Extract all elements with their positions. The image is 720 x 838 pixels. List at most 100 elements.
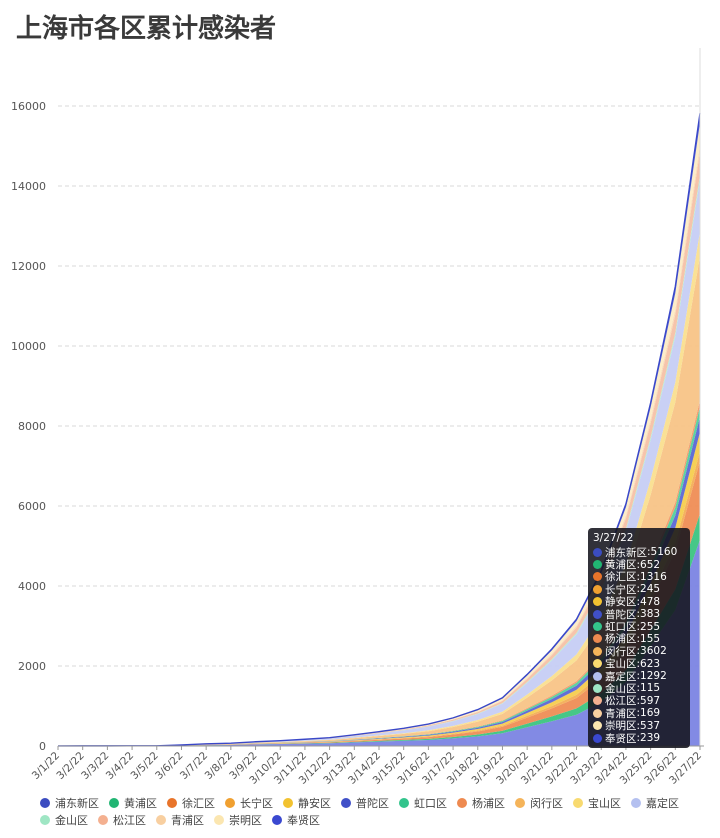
- series-color-dot: [593, 597, 602, 607]
- legend-color-dot: [167, 797, 177, 808]
- legend-label: 黄浦区: [124, 796, 157, 810]
- legend-item[interactable]: 松江区: [98, 812, 146, 828]
- tooltip-series-value: 5160: [650, 546, 678, 559]
- tooltip-row: 黄浦区: 652: [593, 558, 685, 571]
- tooltip-separator: :: [636, 645, 641, 658]
- tooltip-separator: :: [636, 707, 641, 720]
- tooltip-series-name: 青浦区: [605, 707, 637, 720]
- tooltip-series-name: 静安区: [605, 596, 637, 609]
- tooltip-separator: :: [636, 657, 641, 670]
- tooltip-series-value: 255: [640, 620, 661, 633]
- legend-item[interactable]: 宝山区: [573, 795, 621, 811]
- tooltip-separator: :: [636, 570, 641, 583]
- tooltip-separator: :: [636, 608, 641, 621]
- legend-label: 松江区: [113, 813, 146, 827]
- series-color-dot: [593, 572, 602, 582]
- tooltip-series-value: 383: [640, 608, 661, 621]
- legend-label: 宝山区: [588, 796, 621, 810]
- tooltip-row: 崇明区: 537: [593, 719, 685, 733]
- legend-color-dot: [457, 797, 467, 808]
- legend-label: 崇明区: [229, 813, 262, 827]
- legend-item[interactable]: 静安区: [283, 795, 331, 811]
- tooltip-separator: :: [636, 632, 641, 645]
- legend-label: 虹口区: [414, 796, 447, 810]
- legend-color-dot: [109, 797, 119, 808]
- legend-color-dot: [515, 797, 525, 808]
- tooltip-series-name: 崇明区: [605, 720, 637, 733]
- legend-color-dot: [272, 814, 282, 825]
- tooltip-row: 奉贤区: 239: [593, 732, 685, 745]
- tooltip-series-name: 奉贤区: [605, 732, 637, 745]
- y-tick-label: 12000: [11, 260, 46, 273]
- legend-item[interactable]: 虹口区: [399, 795, 447, 811]
- legend-color-dot: [214, 814, 224, 825]
- tooltip-series-name: 闵行区: [605, 645, 637, 658]
- legend-item[interactable]: 闵行区: [515, 795, 563, 811]
- series-color-dot: [593, 622, 602, 632]
- legend-item[interactable]: 徐汇区: [167, 795, 215, 811]
- tooltip-series-name: 宝山区: [605, 658, 637, 671]
- series-color-dot: [593, 609, 602, 619]
- legend-label: 徐汇区: [182, 796, 215, 810]
- tooltip-series-value: 652: [640, 558, 661, 571]
- tooltip-row: 徐汇区: 1316: [593, 571, 685, 583]
- tooltip-series-value: 537: [640, 719, 661, 732]
- tooltip-series-value: 239: [640, 732, 661, 745]
- legend-item[interactable]: 崇明区: [214, 812, 262, 828]
- tooltip-row: 静安区: 478: [593, 596, 685, 608]
- legend-color-dot: [156, 814, 166, 825]
- tooltip-row: 宝山区: 623: [593, 658, 685, 670]
- legend-label: 闵行区: [530, 796, 563, 810]
- tooltip-series-value: 115: [640, 682, 661, 695]
- legend-color-dot: [399, 797, 409, 808]
- tooltip-row: 普陀区: 383: [593, 608, 685, 621]
- legend-item[interactable]: 浦东新区: [40, 795, 99, 811]
- series-color-dot: [593, 671, 602, 681]
- legend-item[interactable]: 杨浦区: [457, 795, 505, 811]
- legend-item[interactable]: 青浦区: [156, 812, 204, 828]
- tooltip-separator: :: [636, 732, 641, 745]
- tooltip-series-value: 623: [640, 657, 661, 670]
- tooltip-separator: :: [636, 595, 641, 608]
- legend-item[interactable]: 嘉定区: [631, 795, 679, 811]
- tooltip-series-value: 155: [640, 632, 661, 645]
- tooltip-separator: :: [636, 583, 641, 596]
- y-tick-label: 2000: [18, 660, 46, 673]
- series-color-dot: [593, 683, 602, 693]
- y-tick-label: 4000: [18, 580, 46, 593]
- y-tick-label: 0: [39, 740, 46, 753]
- tooltip-separator: :: [636, 719, 641, 732]
- series-color-dot: [593, 646, 602, 656]
- series-color-dot: [593, 721, 602, 731]
- legend-row-1: 浦东新区 黄浦区 徐汇区 长宁区 静安区 普陀区 虹口区 杨浦区 闵行区 宝山区 嘉定区: [40, 795, 720, 810]
- legend-item[interactable]: 长宁区: [225, 795, 273, 811]
- legend-label: 奉贤区: [287, 813, 320, 827]
- legend: 浦东新区 黄浦区 徐汇区 长宁区 静安区 普陀区 虹口区 杨浦区 闵行区 宝山区 嘉定区 金山区 松江…: [40, 795, 720, 829]
- tooltip-series-value: 245: [640, 583, 661, 596]
- legend-label: 浦东新区: [55, 796, 99, 810]
- tooltip-separator: :: [636, 620, 641, 633]
- tooltip-row: 金山区: 115: [593, 682, 685, 695]
- series-color-dot: [593, 547, 602, 557]
- tooltip-series-value: 597: [640, 694, 661, 707]
- tooltip-row: 虹口区: 255: [593, 620, 685, 633]
- legend-item[interactable]: 普陀区: [341, 795, 389, 811]
- y-tick-label: 8000: [18, 420, 46, 433]
- legend-item[interactable]: 奉贤区: [272, 812, 320, 828]
- tooltip-series-value: 169: [640, 707, 661, 720]
- legend-color-dot: [573, 797, 583, 808]
- tooltip-series-name: 徐汇区: [605, 571, 637, 584]
- tooltip-series-value: 1292: [640, 670, 667, 683]
- legend-color-dot: [40, 814, 50, 825]
- legend-item[interactable]: 金山区: [40, 812, 88, 828]
- y-tick-label: 10000: [11, 340, 46, 353]
- tooltip-series-name: 松江区: [605, 695, 637, 708]
- legend-color-dot: [225, 797, 235, 808]
- legend-color-dot: [283, 797, 293, 808]
- tooltip-series-name: 金山区: [605, 683, 637, 695]
- y-tick-label: 14000: [11, 180, 46, 193]
- legend-label: 金山区: [55, 813, 88, 827]
- tooltip-row: 杨浦区: 155: [593, 633, 685, 645]
- legend-item[interactable]: 黄浦区: [109, 795, 157, 811]
- tooltip-series-name: 杨浦区: [605, 633, 637, 646]
